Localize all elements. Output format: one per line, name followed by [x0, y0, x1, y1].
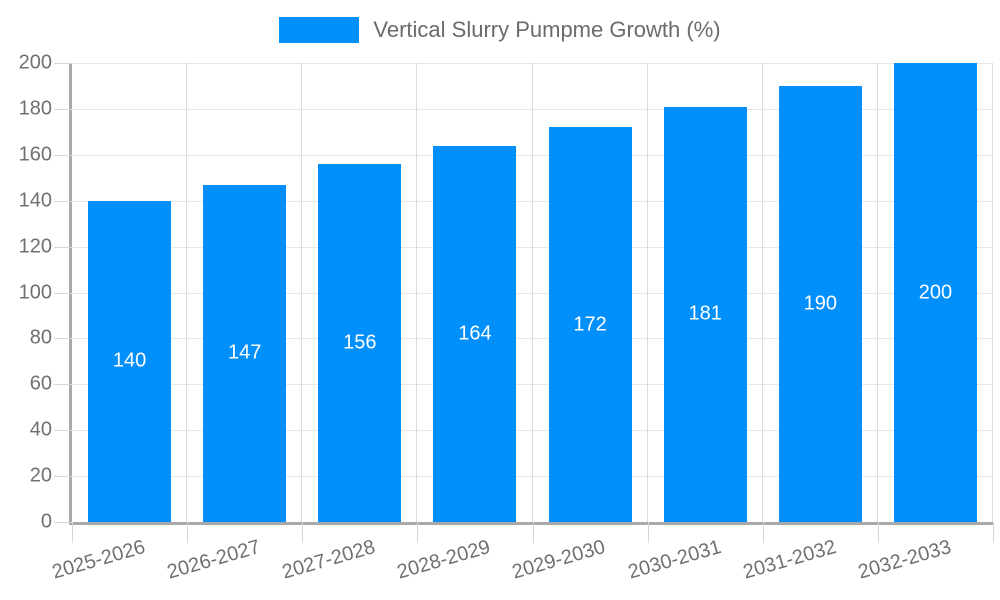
x-axis-tick — [647, 522, 649, 543]
legend-label: Vertical Slurry Pumpme Growth (%) — [373, 17, 721, 42]
x-axis-tick — [417, 522, 419, 543]
x-axis-tick — [877, 522, 879, 543]
x-axis-category-label: 2032-2033 — [855, 536, 954, 584]
y-axis-tick-label: 160 — [18, 143, 52, 166]
gridline-horizontal — [72, 292, 993, 294]
gridline-horizontal — [72, 430, 993, 432]
gridline-vertical — [531, 63, 533, 522]
y-axis-tick-label: 80 — [29, 326, 52, 349]
x-axis-tick — [302, 522, 304, 543]
gridline-horizontal — [72, 338, 993, 340]
y-axis-tick-label: 200 — [18, 51, 52, 74]
y-axis-tick — [54, 430, 72, 432]
bar-2030-2031[interactable]: 181 — [663, 106, 747, 522]
x-axis-tick — [187, 522, 189, 543]
y-axis-tick — [54, 154, 72, 156]
x-axis-tick — [72, 522, 73, 543]
bar-2026-2027[interactable]: 147 — [203, 184, 287, 522]
x-axis-category-label: 2027-2028 — [279, 536, 378, 584]
gridline-vertical — [992, 63, 993, 522]
y-axis-tick — [54, 200, 72, 202]
y-axis-tick — [54, 246, 72, 248]
y-axis-tick — [54, 63, 72, 64]
legend[interactable]: Vertical Slurry Pumpme Growth (%) — [0, 17, 1000, 43]
y-axis-tick-label: 20 — [29, 464, 52, 487]
bar-value-label: 172 — [573, 313, 607, 336]
y-axis-tick — [54, 292, 72, 294]
x-axis-category-label: 2030-2031 — [625, 536, 724, 584]
y-axis-tick-label: 60 — [29, 372, 52, 395]
bar-value-label: 164 — [458, 322, 492, 345]
gridline-vertical — [416, 63, 418, 522]
gridline-horizontal — [72, 384, 993, 386]
y-axis-tick-label: 0 — [40, 510, 52, 533]
gridline-vertical — [646, 63, 648, 522]
y-axis-tick-label: 100 — [18, 281, 52, 303]
x-axis-category-label: 2029-2030 — [510, 536, 609, 584]
bar-value-label: 147 — [228, 341, 262, 364]
y-axis-tick — [54, 476, 72, 478]
gridline-horizontal — [72, 200, 993, 202]
bar-value-label: 181 — [688, 302, 722, 325]
y-axis-tick — [54, 108, 72, 110]
y-axis-tick — [54, 384, 72, 386]
y-axis-tick-label: 180 — [18, 97, 52, 120]
gridline-horizontal — [72, 246, 993, 248]
gridline-horizontal — [72, 63, 993, 64]
gridline-horizontal — [72, 154, 993, 156]
bar-2029-2030[interactable]: 172 — [548, 127, 632, 522]
y-axis-tick — [54, 338, 72, 340]
gridline-horizontal — [72, 476, 993, 478]
gridline-horizontal — [72, 108, 993, 110]
legend-swatch-icon — [279, 17, 360, 43]
plot-area: 140 147 156 164 172 181 190 200 — [69, 63, 993, 525]
x-axis-category-label: 2028-2029 — [394, 536, 494, 584]
bar-2032-2033[interactable]: 200 — [893, 63, 977, 522]
x-axis-tick — [762, 522, 764, 543]
y-axis-tick-label: 120 — [18, 235, 52, 258]
bar-2031-2032[interactable]: 190 — [778, 85, 862, 522]
bar-value-label: 190 — [803, 292, 837, 315]
bar-2028-2029[interactable]: 164 — [433, 145, 517, 522]
gridline-vertical — [761, 63, 763, 522]
x-axis-tick — [993, 522, 994, 543]
gridline-vertical — [186, 63, 188, 522]
y-axis-tick — [54, 522, 72, 523]
bar-2025-2026[interactable]: 140 — [88, 200, 172, 522]
x-axis-tick — [532, 522, 534, 543]
x-axis-category-label: 2026-2027 — [164, 536, 263, 584]
gridline-vertical — [301, 63, 303, 522]
bar-2027-2028[interactable]: 156 — [318, 163, 402, 522]
bar-value-label: 140 — [112, 349, 147, 372]
x-axis-category-label: 2031-2032 — [740, 536, 839, 584]
x-axis-category-label: 2025-2026 — [49, 536, 148, 584]
y-axis-tick-label: 140 — [18, 189, 52, 212]
bar-value-label: 156 — [343, 331, 377, 354]
gridline-vertical — [876, 63, 878, 522]
y-axis-tick-label: 40 — [29, 418, 52, 441]
bar-value-label: 200 — [918, 281, 953, 303]
